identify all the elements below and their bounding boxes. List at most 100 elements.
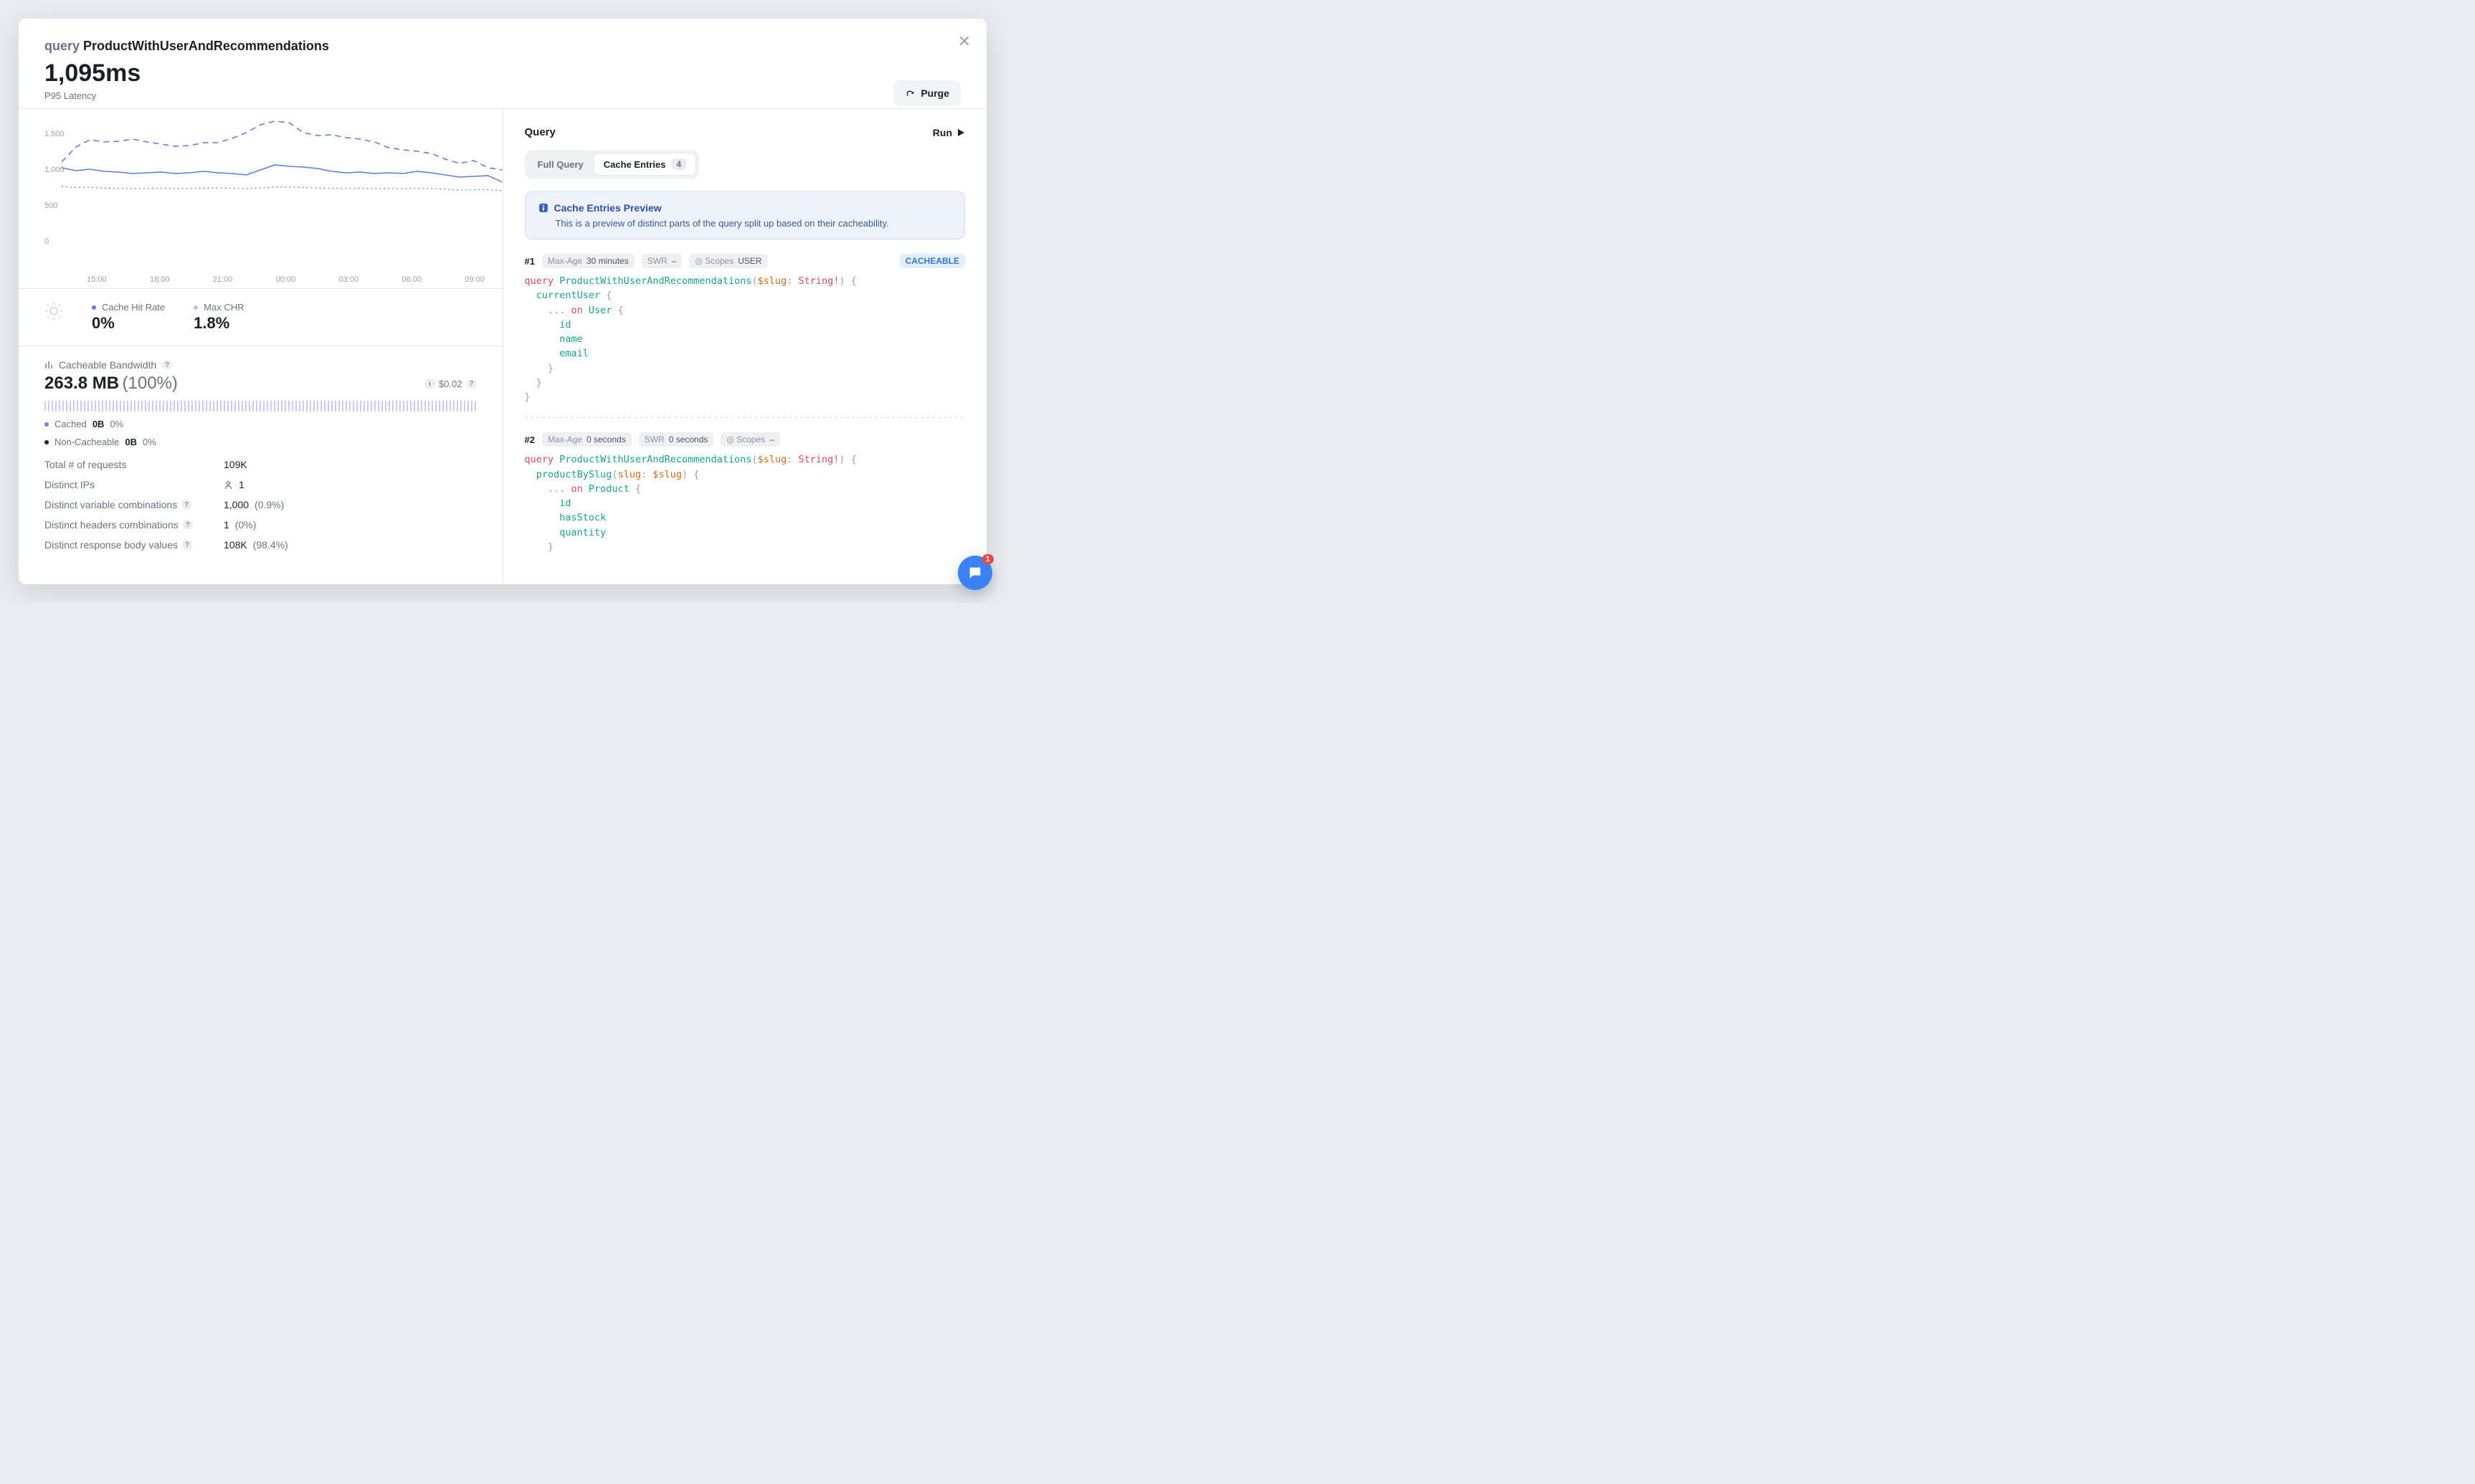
query-section-title: Query (525, 126, 556, 138)
bandwidth-icon (44, 361, 53, 369)
cost-icon: $ (425, 379, 434, 389)
y-axis-label: 500 (44, 201, 57, 210)
empty-state-icon (44, 302, 63, 320)
bandwidth-section: Cacheable Bandwidth ? 263.8 MB (100%) $ … (19, 346, 503, 568)
purge-label: Purge (921, 87, 949, 99)
stat-row: Distinct headers combinations? 1(0%) (44, 515, 477, 535)
chr-value: 0% (92, 314, 165, 333)
noncache-pct: 0% (143, 437, 156, 447)
bandwidth-pct: (100%) (123, 374, 178, 393)
graphql-snippet: query ProductWithUserAndRecommendations(… (525, 452, 966, 554)
tab-full-query-label: Full Query (538, 159, 584, 170)
info-icon (538, 203, 548, 213)
breadcrumb-prefix: query (44, 39, 80, 53)
scopes-badge: ◎ Scopes USER (689, 254, 767, 268)
noncache-legend: Non-Cacheable 0B 0% (44, 437, 477, 447)
y-axis-label: 0 (44, 237, 49, 246)
maxchr-label: Max CHR (204, 302, 244, 313)
cache-entry: #1 Max-Age 30 minutes SWR – ◎ Scopes USER CA… (525, 254, 966, 404)
stat-label: Distinct response body values? (44, 539, 209, 551)
run-button[interactable]: Run (933, 127, 965, 138)
cache-hit-metrics: Cache Hit Rate 0% Max CHR 1.8% (19, 289, 503, 346)
purge-button[interactable]: Purge (893, 80, 961, 106)
maxchr-block: Max CHR 1.8% (194, 302, 244, 333)
graphql-snippet: query ProductWithUserAndRecommendations(… (525, 274, 966, 404)
cached-label: Cached (54, 419, 87, 429)
bandwidth-title: Cacheable Bandwidth (59, 359, 156, 371)
stat-label: Total # of requests (44, 459, 209, 470)
bandwidth-bar (44, 401, 477, 412)
help-icon[interactable]: ? (181, 500, 191, 510)
stat-label: Distinct variable combinations? (44, 499, 209, 510)
purge-icon (905, 88, 915, 98)
stat-value: 1 (224, 479, 244, 490)
noncache-label: Non-Cacheable (54, 437, 119, 447)
page-title: ProductWithUserAndRecommendations (83, 39, 329, 53)
chr-block: Cache Hit Rate 0% (92, 302, 165, 333)
headline-latency-label: P95 Latency (44, 90, 961, 101)
x-axis-label: 03:00 (339, 275, 359, 284)
y-axis-label: 1,000 (44, 166, 65, 174)
user-icon (224, 480, 233, 490)
play-icon (956, 128, 965, 137)
tab-cache-entries-count: 4 (672, 158, 687, 170)
notice-title: Cache Entries Preview (554, 202, 662, 214)
latency-chart: 05001,0001,500 15:0018:0021:0000:0003:00… (19, 109, 503, 289)
scopes-badge: ◎ Scopes – (721, 432, 780, 447)
bandwidth-value: 263.8 MB (44, 374, 119, 393)
help-icon[interactable]: ? (162, 360, 172, 370)
help-icon[interactable]: ? (467, 379, 477, 389)
tab-cache-entries-label: Cache Entries (604, 159, 666, 170)
chat-icon (967, 565, 983, 581)
chr-label: Cache Hit Rate (102, 302, 165, 313)
entry-index: #2 (525, 434, 535, 445)
cacheable-badge: CACHEABLE (900, 254, 965, 268)
query-tabs: Full Query Cache Entries 4 (525, 150, 700, 179)
help-icon[interactable]: ? (183, 520, 193, 530)
cached-value: 0B (92, 419, 105, 429)
maxchr-value: 1.8% (194, 314, 244, 333)
request-stats: Total # of requests109KDistinct IPs1Dist… (44, 455, 477, 555)
cache-entry: #2Max-Age 0 secondsSWR 0 seconds◎ Scopes… (525, 432, 966, 554)
help-icon[interactable]: ? (182, 540, 192, 550)
left-panel: 05001,0001,500 15:0018:0021:0000:0003:00… (19, 109, 503, 584)
stat-value: 1(0%) (224, 519, 256, 531)
stat-label: Distinct IPs (44, 479, 209, 490)
notice-desc: This is a preview of distinct parts of t… (556, 218, 952, 229)
svg-text:$: $ (429, 382, 432, 387)
headline-latency: 1,095ms (44, 60, 961, 87)
x-axis-label: 06:00 (402, 275, 422, 284)
stat-value: 108K(98.4%) (224, 539, 288, 551)
bandwidth-cost: $ $0.02 ? (425, 379, 477, 389)
entry-index: #1 (525, 256, 535, 267)
modal-header: query ProductWithUserAndRecommendations … (19, 19, 987, 108)
stat-row: Distinct response body values? 108K(98.4%… (44, 535, 477, 555)
x-axis-label: 00:00 (276, 275, 296, 284)
noncache-value: 0B (125, 437, 137, 447)
cached-pct: 0% (110, 419, 123, 429)
stat-row: Total # of requests 109K (44, 455, 477, 475)
cached-legend: Cached 0B 0% (44, 419, 477, 429)
maxage-badge: Max-Age 30 minutes (542, 254, 635, 268)
x-axis-label: 21:00 (213, 275, 233, 284)
entry-divider (525, 417, 966, 418)
stat-value: 1,000(0.9%) (224, 499, 284, 510)
y-axis-label: 1,500 (44, 130, 65, 138)
query-detail-modal: query ProductWithUserAndRecommendations … (19, 19, 987, 584)
intercom-badge: 1 (982, 554, 994, 564)
right-panel: Query Run Full Query Cache Entries 4 (503, 109, 987, 584)
maxage-badge: Max-Age 0 seconds (542, 432, 632, 447)
cache-entry-header: #1 Max-Age 30 minutes SWR – ◎ Scopes USER CA… (525, 254, 966, 268)
swr-badge: SWR – (642, 254, 683, 268)
stat-value: 109K (224, 459, 247, 470)
tab-full-query[interactable]: Full Query (528, 153, 594, 176)
x-axis-label: 09:00 (465, 275, 485, 284)
cache-entries-notice: Cache Entries Preview This is a preview … (525, 191, 966, 239)
x-axis-label: 18:00 (150, 275, 170, 284)
intercom-launcher[interactable]: 1 (958, 556, 992, 590)
stat-row: Distinct IPs 1 (44, 475, 477, 495)
cost-value: $0.02 (439, 379, 462, 389)
tab-cache-entries[interactable]: Cache Entries 4 (594, 153, 696, 176)
stat-label: Distinct headers combinations? (44, 519, 209, 531)
breadcrumb: query ProductWithUserAndRecommendations (44, 39, 961, 54)
